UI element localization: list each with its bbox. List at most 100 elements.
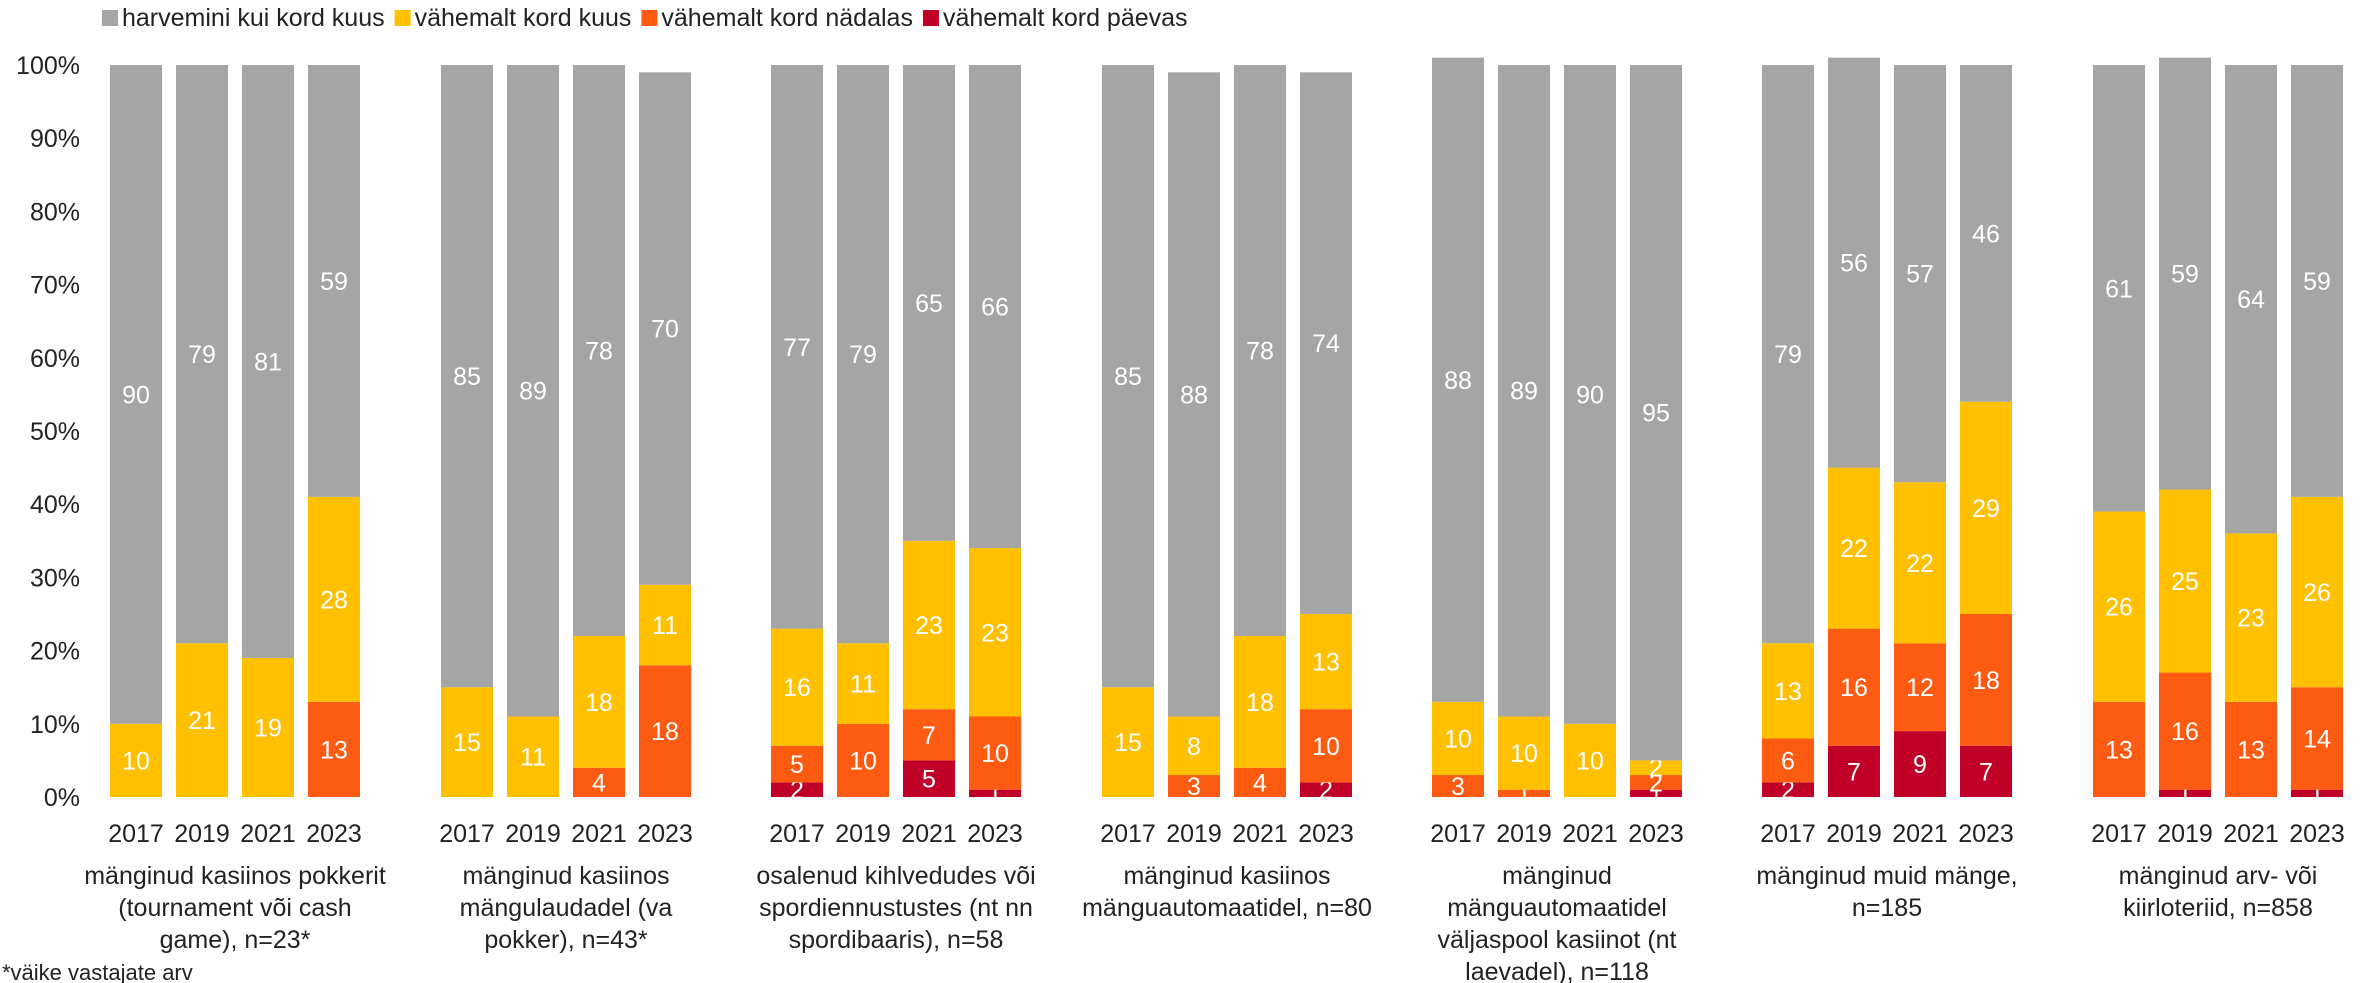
- group-label-line: game), n=23*: [160, 926, 311, 954]
- data-label-kuus: 28: [320, 586, 348, 614]
- group-label-line: spordiennustustes (nt nn: [759, 894, 1033, 922]
- x-tick-label: 2021: [1232, 820, 1288, 848]
- data-label-harvemini: 81: [254, 348, 282, 376]
- bar-segment-paevas: [1300, 782, 1352, 797]
- bar-segment-kuus: [1630, 760, 1682, 776]
- group-label-line: mänginud muid mänge,: [1756, 862, 2017, 890]
- bar-segment-harvemini: [1828, 57, 1880, 468]
- data-label-kuus: 19: [254, 714, 282, 742]
- data-label-harvemini: 88: [1180, 381, 1208, 409]
- bar-segment-kuus: [1960, 401, 2012, 614]
- bar-segment-nadalas: [771, 745, 823, 783]
- data-label-kuus: 10: [1510, 740, 1538, 768]
- bar-segment-harvemini: [176, 65, 228, 644]
- x-tick-label: 2019: [835, 820, 891, 848]
- data-label-harvemini: 79: [1774, 341, 1802, 369]
- bar-segment-kuus: [639, 584, 691, 666]
- bar-segment-nadalas: [308, 701, 360, 797]
- bar-segment-harvemini: [1102, 65, 1154, 688]
- y-tick-label: 90%: [30, 125, 80, 153]
- group-label-line: spordibaaris), n=58: [789, 926, 1004, 954]
- x-tick-label: 2023: [637, 820, 693, 848]
- data-label-harvemini: 56: [1840, 250, 1868, 278]
- bar-segment-paevas: [771, 782, 823, 797]
- data-label-harvemini: 79: [849, 341, 877, 369]
- bar-segment-paevas: [1762, 782, 1814, 797]
- y-tick-label: 20%: [30, 638, 80, 666]
- group-label-line: n=185: [1852, 894, 1922, 922]
- x-tick-label: 2017: [1760, 820, 1816, 848]
- bar-segment-nadalas: [1828, 628, 1880, 746]
- bar-segment-kuus: [2225, 533, 2277, 702]
- bar-segment-kuus: [242, 657, 294, 797]
- x-axis: 2017 2019 2021 2023 mänginud kasiinos pokker…: [84, 820, 2345, 983]
- bar-segment-harvemini: [441, 65, 493, 688]
- bar-segment-nadalas: [2291, 687, 2343, 790]
- bar-segment-harvemini: [969, 65, 1021, 549]
- data-label-paevas: 7: [1979, 758, 1993, 786]
- bar-segment-nadalas: [1300, 709, 1352, 783]
- data-label-paevas: 2: [1781, 777, 1795, 805]
- data-label-kuus: 11: [520, 744, 546, 772]
- data-label-nadalas: 3: [1187, 773, 1201, 801]
- bar-segment-kuus: [573, 635, 625, 768]
- data-label-harvemini: 59: [2303, 268, 2331, 296]
- data-label-kuus: 10: [1444, 725, 1472, 753]
- x-tick-label: 2023: [2289, 820, 2345, 848]
- bar-segment-harvemini: [639, 72, 691, 585]
- group-label-line: mänginud kasiinos pokkerit: [84, 862, 386, 890]
- bar-segment-kuus: [176, 643, 228, 797]
- data-label-harvemini: 46: [1972, 220, 2000, 248]
- data-label-nadalas: 18: [651, 718, 679, 746]
- bar-segment-nadalas: [837, 723, 889, 797]
- data-label-kuus: 16: [783, 674, 811, 702]
- y-tick-label: 50%: [30, 418, 80, 446]
- bar-segment-kuus: [1168, 716, 1220, 776]
- x-tick-label: 2021: [240, 820, 296, 848]
- bar-segment-kuus: [837, 643, 889, 724]
- bar-segment-nadalas: [969, 716, 1021, 790]
- y-tick-label: 0%: [44, 784, 80, 812]
- bar-segment-nadalas: [903, 709, 955, 761]
- data-label-harvemini: 90: [1576, 381, 1604, 409]
- bar-segment-harvemini: [903, 65, 955, 541]
- bar-segment-harvemini: [1432, 57, 1484, 702]
- x-tick-label: 2023: [1958, 820, 2014, 848]
- data-label-kuus: 18: [585, 689, 613, 717]
- y-tick-label: 80%: [30, 198, 80, 226]
- bar-segment-nadalas: [639, 665, 691, 797]
- group-label-line: laevadel), n=118: [1465, 958, 1649, 983]
- data-label-nadalas: 12: [1906, 674, 1934, 702]
- data-label-kuus: 23: [915, 612, 943, 640]
- bar-segment-nadalas: [1762, 738, 1814, 783]
- data-label-kuus: 26: [2105, 594, 2133, 622]
- group-label-line: mänginud arv- või: [2119, 862, 2318, 890]
- x-tick-label: 2017: [2091, 820, 2147, 848]
- data-label-kuus: 13: [1774, 678, 1802, 706]
- data-label-nadalas: 10: [1312, 733, 1340, 761]
- bar-segment-kuus: [771, 628, 823, 746]
- bar-segment-kuus: [1102, 687, 1154, 797]
- bars-area: 1090217919810132859158511894187801811702…: [110, 57, 2343, 808]
- data-label-paevas: 7: [1847, 758, 1861, 786]
- bar-segment-harvemini: [1168, 72, 1220, 717]
- data-label-kuus: 18: [1246, 689, 1274, 717]
- group-label-line: mänguautomaatidel, n=80: [1082, 894, 1372, 922]
- x-tick-label: 2017: [769, 820, 825, 848]
- data-label-nadalas: 16: [1840, 674, 1868, 702]
- data-label-paevas: 2: [790, 777, 804, 805]
- data-label-harvemini: 78: [1246, 337, 1274, 365]
- data-label-harvemini: 70: [651, 316, 679, 344]
- x-tick-label: 2023: [306, 820, 362, 848]
- group-label-line: (tournament või cash: [118, 894, 351, 922]
- x-tick-label: 2019: [1826, 820, 1882, 848]
- legend-swatch-harvemini: [102, 10, 118, 26]
- x-tick-label: 2023: [1628, 820, 1684, 848]
- x-tick-label: 2021: [1562, 820, 1618, 848]
- y-tick-label: 10%: [30, 711, 80, 739]
- bar-segment-paevas: [903, 760, 955, 797]
- bar-segment-paevas: [1894, 731, 1946, 797]
- data-label-kuus: 15: [1114, 729, 1142, 757]
- bar-segment-paevas: [1960, 745, 2012, 797]
